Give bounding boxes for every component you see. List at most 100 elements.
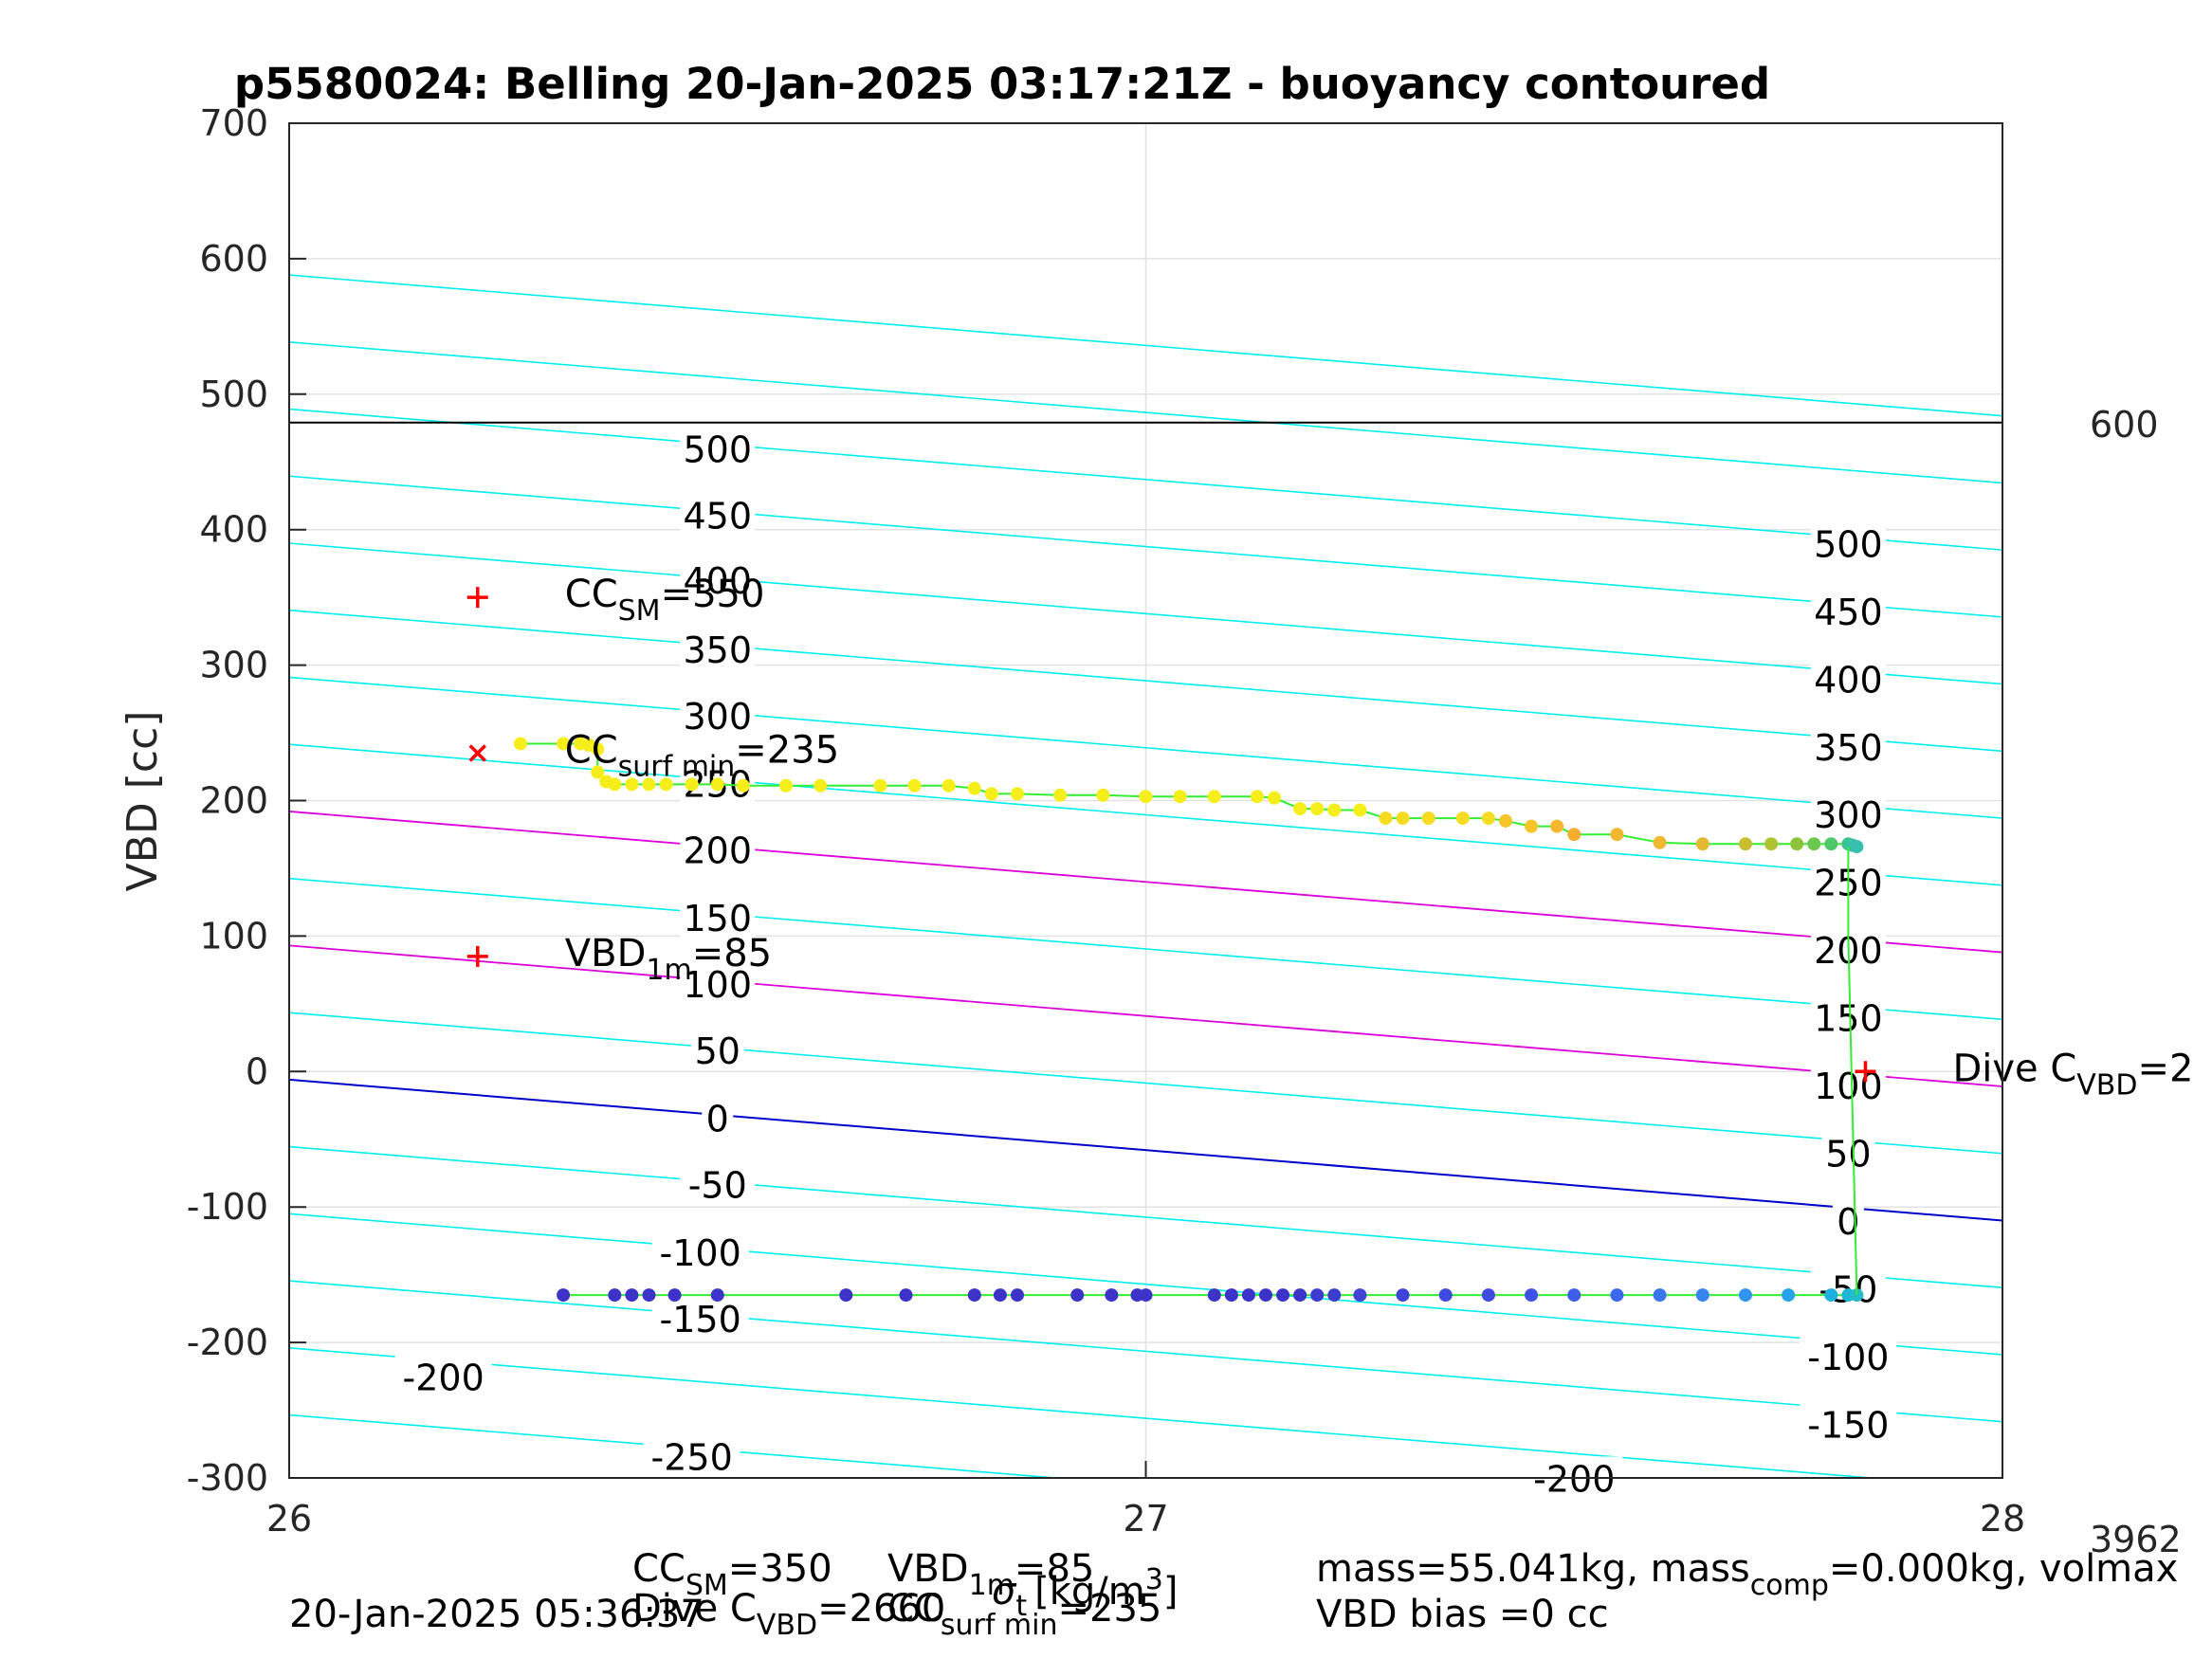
- data-point: [1695, 837, 1709, 851]
- contour-label: 500: [683, 428, 752, 470]
- data-point: [1207, 1288, 1221, 1303]
- data-point: [1139, 790, 1153, 804]
- plus-marker: [466, 945, 488, 967]
- y-tick-label: 200: [199, 780, 268, 822]
- data-point: [873, 778, 887, 793]
- data-point: [642, 1288, 656, 1303]
- contour-label: -150: [660, 1299, 741, 1340]
- data-point: [685, 777, 699, 792]
- contour-label-bg: [1810, 589, 1886, 631]
- data-point: [899, 1288, 913, 1303]
- data-point: [557, 1288, 571, 1303]
- data-point: [1258, 1288, 1272, 1303]
- plus-marker: [466, 587, 488, 609]
- contour-label-bg: [690, 1028, 744, 1070]
- y-tick-label: 600: [199, 238, 268, 280]
- data-point: [1327, 1288, 1342, 1303]
- data-point: [839, 1288, 853, 1303]
- contour-line: [289, 475, 2002, 618]
- data-point: [941, 778, 956, 793]
- contour-line: [289, 542, 2002, 685]
- contour-label: 450: [683, 495, 752, 537]
- contour-label: 50: [695, 1030, 740, 1072]
- contour-labels: 500450400350300250200150100500-50-100-15…: [394, 427, 1897, 1500]
- data-point: [1567, 1288, 1581, 1303]
- data-point: [1053, 788, 1068, 802]
- data-point: [1525, 819, 1539, 833]
- data-point: [1268, 791, 1282, 805]
- y-tick-label: 300: [199, 645, 268, 686]
- data-series: [513, 737, 1864, 1303]
- x-tick-label: 26: [266, 1498, 312, 1540]
- contour-label: 350: [683, 629, 752, 671]
- contour-label: 150: [1814, 998, 1883, 1040]
- contour-label-bg: [680, 493, 756, 536]
- contour-label-bg: [680, 558, 756, 601]
- data-point: [1610, 1288, 1624, 1303]
- contour-label-bg: [680, 427, 756, 469]
- data-point: [1850, 840, 1864, 854]
- contour-label: 300: [683, 696, 752, 738]
- footer-cc-sm: CCSM=350: [632, 1547, 832, 1602]
- data-point: [1173, 790, 1187, 804]
- data-point: [625, 1288, 639, 1303]
- data-point: [1695, 1288, 1709, 1303]
- contour-label-bg: [680, 895, 756, 938]
- marker-label: VBD1m=85: [565, 932, 772, 987]
- contour-label: -50: [688, 1164, 747, 1206]
- buoyancy-contours: [289, 274, 2002, 1478]
- contour-label: -150: [1807, 1404, 1889, 1446]
- contour-label: 450: [1814, 592, 1883, 633]
- data-point: [1070, 1288, 1085, 1303]
- contour-label-bg: [1810, 657, 1886, 700]
- reference-markers: CCSM=350 CCsurf min=235 VBD1m=85 Dive CVBD=…: [466, 573, 2193, 1102]
- contour-label-bg: [1821, 1131, 1875, 1174]
- data-point: [1010, 787, 1024, 801]
- contour-label-bg: [702, 1096, 734, 1139]
- data-point: [1653, 1288, 1667, 1303]
- data-point: [1327, 803, 1342, 817]
- contour-line: [289, 1413, 1065, 1478]
- data-point: [608, 777, 622, 792]
- plus-marker: [1855, 1061, 1876, 1083]
- data-point: [710, 777, 724, 792]
- contour-label: 100: [683, 964, 752, 1006]
- y-tick-label: 400: [199, 509, 268, 551]
- data-point: [1276, 1288, 1290, 1303]
- contour-label-bg: [1810, 793, 1886, 835]
- data-point: [1396, 1288, 1410, 1303]
- contour-label: 350: [1814, 727, 1883, 769]
- contour-line: [289, 944, 2002, 1087]
- data-point: [1738, 837, 1752, 851]
- contour-label: 50: [1825, 1133, 1871, 1175]
- y-tick-label: 500: [199, 374, 268, 415]
- contour-line: [289, 408, 2002, 551]
- data-point: [513, 737, 527, 751]
- contour-label-bg: [680, 693, 756, 736]
- data-point: [779, 778, 794, 793]
- data-point: [1379, 811, 1393, 826]
- outside-label-bottom: 3962: [2090, 1519, 2182, 1560]
- data-point: [1241, 1288, 1255, 1303]
- data-point: [814, 778, 828, 793]
- data-point: [736, 778, 750, 793]
- data-point: [591, 742, 605, 757]
- y-tick-label: -100: [187, 1186, 268, 1228]
- contour-label-bg: [680, 627, 756, 669]
- data-point: [1567, 828, 1581, 842]
- data-point: [625, 777, 639, 792]
- data-point: [1782, 1288, 1796, 1303]
- marker-label: CCsurf min=235: [565, 728, 839, 783]
- x-axis-label: σt [kg/m3]: [992, 1563, 1178, 1623]
- data-point: [907, 778, 922, 793]
- contour-label-bg: [1810, 995, 1886, 1038]
- x-tick-label: 28: [1980, 1498, 2025, 1540]
- data-point: [1224, 1288, 1238, 1303]
- y-tick-label: 0: [246, 1050, 268, 1092]
- y-tick-label: -300: [187, 1457, 268, 1499]
- data-point: [1481, 1288, 1495, 1303]
- contour-line: [289, 340, 2002, 484]
- data-point: [1421, 811, 1435, 826]
- contour-label: -100: [1807, 1337, 1889, 1378]
- contour-line: [289, 811, 2002, 954]
